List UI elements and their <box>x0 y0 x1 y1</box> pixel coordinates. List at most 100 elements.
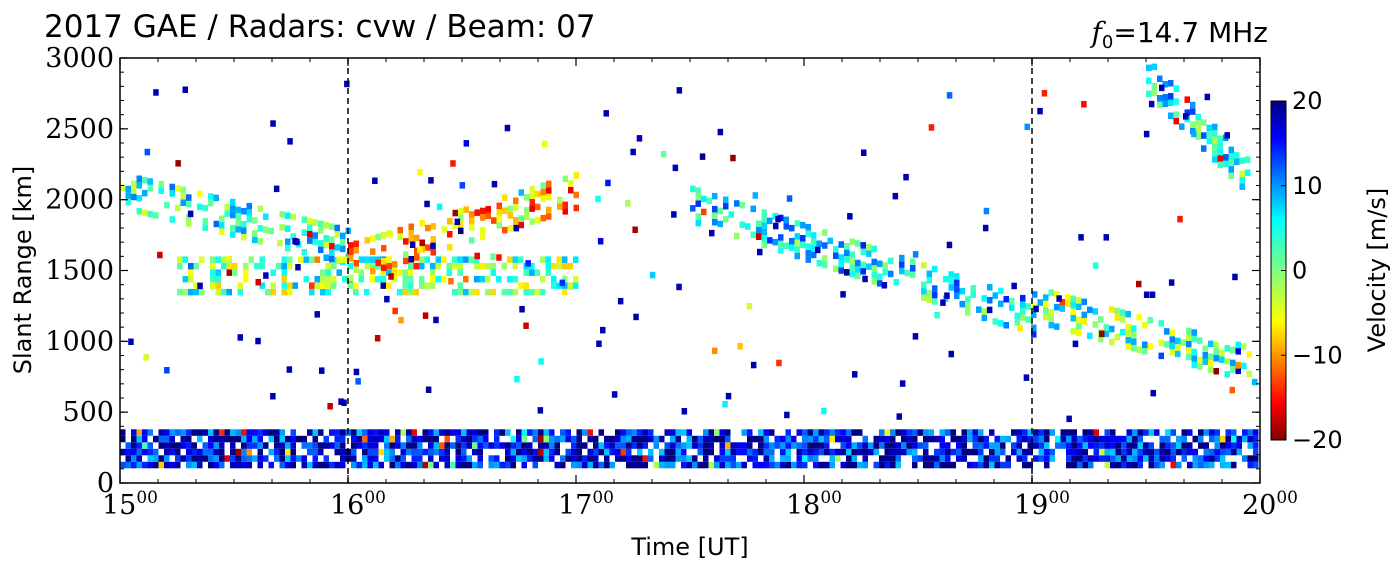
data-cell <box>758 435 764 443</box>
data-cell <box>210 275 216 283</box>
data-cell <box>1235 341 1241 349</box>
data-cell <box>340 232 346 240</box>
data-cell <box>243 269 249 276</box>
data-cell <box>1070 315 1076 322</box>
data-cell <box>1157 95 1163 102</box>
data-cell <box>125 185 131 193</box>
data-cell <box>695 213 701 220</box>
data-cell <box>1114 333 1120 341</box>
data-cell <box>714 461 720 469</box>
data-cell <box>582 442 588 449</box>
data-cell <box>295 264 301 271</box>
data-cell <box>893 279 899 286</box>
data-cell <box>158 455 164 462</box>
data-cell <box>320 288 326 296</box>
data-cell <box>448 278 454 285</box>
data-cell <box>1170 442 1176 449</box>
data-cell <box>1232 273 1238 281</box>
data-cell <box>485 288 491 296</box>
data-cell <box>1247 429 1253 436</box>
data-cell <box>1003 322 1009 329</box>
data-cell <box>670 448 676 456</box>
data-cell <box>419 275 425 283</box>
data-cell <box>263 442 269 449</box>
data-cell <box>496 222 502 229</box>
data-cell <box>939 435 945 443</box>
data-cell <box>131 448 137 456</box>
data-cell <box>1253 435 1259 443</box>
data-cell <box>1110 455 1116 462</box>
data-cell <box>978 455 984 462</box>
data-cell <box>263 455 269 462</box>
data-cell <box>1077 455 1083 462</box>
data-cell <box>862 448 868 456</box>
data-cell <box>1103 324 1109 331</box>
data-cell <box>772 238 778 246</box>
data-cell <box>717 220 723 228</box>
data-cell <box>775 215 781 223</box>
data-cell <box>576 435 582 443</box>
data-cell <box>725 455 731 462</box>
data-cell <box>653 461 659 469</box>
data-cell <box>318 461 324 469</box>
data-cell <box>620 435 626 443</box>
data-cell <box>596 340 602 347</box>
data-cell <box>923 435 929 443</box>
data-cell <box>1070 302 1076 309</box>
data-cell <box>1093 435 1099 443</box>
data-cell <box>1220 455 1226 462</box>
data-cell <box>750 231 756 239</box>
data-cell <box>136 429 142 436</box>
data-cell <box>1181 442 1187 449</box>
data-cell <box>769 455 775 462</box>
data-cell <box>546 206 552 214</box>
colorbar-label: Velocity [m/s] <box>1363 188 1391 352</box>
data-cell <box>1224 358 1230 365</box>
data-cell <box>597 238 604 245</box>
data-cell <box>877 273 883 281</box>
data-cell <box>813 435 819 443</box>
data-cell <box>835 429 841 436</box>
data-cell <box>896 413 902 420</box>
data-cell <box>767 217 773 225</box>
data-cell <box>719 461 725 469</box>
data-cell <box>789 224 795 232</box>
data-cell <box>1054 303 1060 311</box>
data-cell <box>370 248 376 255</box>
data-cell <box>714 435 720 443</box>
data-cell <box>424 200 430 208</box>
data-cell <box>827 237 833 245</box>
data-cell <box>180 435 186 443</box>
data-cell <box>587 448 593 456</box>
data-cell <box>290 233 296 240</box>
data-cell <box>725 429 731 436</box>
data-cell <box>252 442 258 449</box>
data-cell <box>457 262 463 270</box>
data-cell <box>329 223 335 230</box>
x-tick-hour: 20 <box>1242 490 1276 521</box>
data-cell <box>408 262 414 270</box>
data-cell <box>318 246 324 254</box>
data-cell <box>516 442 522 449</box>
data-cell <box>290 435 296 443</box>
data-cell <box>1076 323 1082 330</box>
data-cell <box>965 302 971 310</box>
data-cell <box>120 461 126 469</box>
data-cell <box>1195 133 1201 140</box>
data-cell <box>521 442 527 449</box>
data-cell <box>219 215 225 222</box>
data-cell <box>976 306 982 313</box>
data-cell <box>605 179 611 187</box>
data-cell <box>219 461 225 469</box>
data-cell <box>367 429 373 436</box>
data-cell <box>197 190 203 198</box>
data-cell <box>521 448 527 456</box>
data-cell <box>846 448 852 456</box>
data-cell <box>998 287 1004 295</box>
data-cell <box>695 187 701 194</box>
data-cell <box>706 197 712 205</box>
data-cell <box>1212 136 1218 144</box>
data-cell <box>549 442 555 449</box>
data-cell <box>312 429 318 436</box>
data-cell <box>458 208 464 215</box>
